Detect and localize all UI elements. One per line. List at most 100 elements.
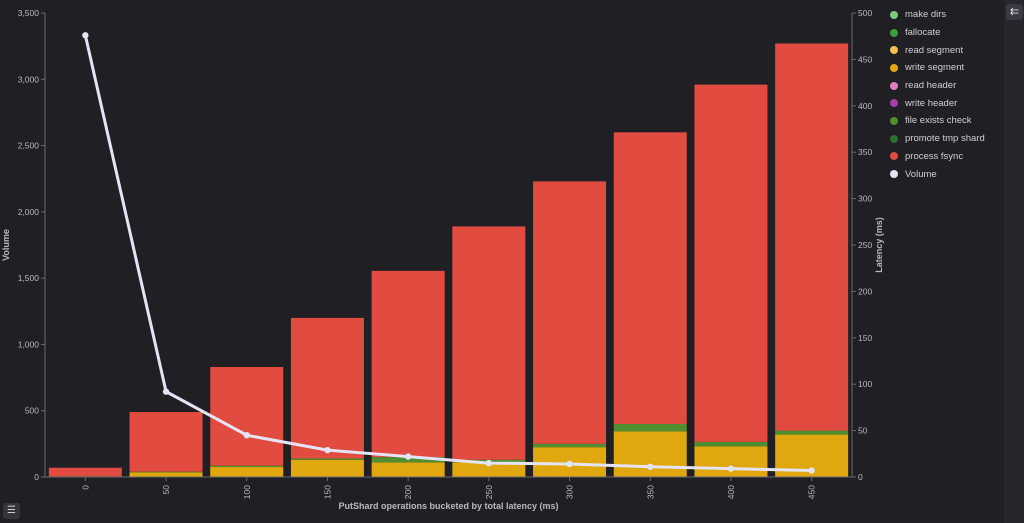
bar-segment [48,467,122,477]
bar-segment [129,471,203,473]
x-tick-label: 50 [161,485,171,495]
y2-tick-label: 150 [858,333,872,343]
legend-label: write segment [905,62,965,74]
legend-item[interactable]: make dirs [890,6,985,24]
x-tick-label: 400 [726,485,736,499]
volume-point [162,388,170,395]
legend-item[interactable]: read segment [890,41,985,59]
bar-segment [613,431,687,477]
y-tick-label: 0 [34,472,39,482]
list-icon[interactable]: ☰ [3,503,20,519]
legend-item[interactable]: fallocate [890,24,985,42]
y-tick-label: 3,500 [18,8,40,18]
volume-point [647,463,654,470]
y-axis-title: Volume [1,229,11,261]
x-tick-label: 250 [484,485,494,499]
y2-tick-label: 200 [858,286,872,296]
legend-swatch [890,46,898,55]
bar-segment [452,226,526,460]
y2-tick-label: 50 [858,426,868,436]
x-tick-label: 300 [565,485,575,499]
y2-axis-title: Latency (ms) [874,217,884,273]
bar-segment [613,423,687,432]
legend-item[interactable]: promote tmp shard [890,130,985,148]
legend-label: file exists check [905,115,972,127]
volume-point [82,32,89,39]
y2-tick-label: 100 [858,379,872,389]
bar-segment [613,132,687,424]
legend-swatch [890,63,898,72]
legend-label: promote tmp shard [905,133,985,145]
bar-segment [694,84,768,442]
legend: make dirs fallocate read segment write segm… [890,6,985,183]
y-tick-label: 500 [25,406,39,416]
y2-tick-label: 350 [858,147,872,157]
volume-point [485,459,493,467]
legend-label: process fsync [905,150,964,162]
y2-tick-label: 0 [858,472,863,482]
legend-label: make dirs [905,9,947,21]
y2-tick-label: 300 [858,194,872,204]
y-tick-label: 3,000 [18,74,40,84]
axes-layer: 05001,0001,5002,0002,5003,0003,500050100… [1,8,884,511]
bar-segment [210,467,284,477]
legend-swatch [890,10,898,19]
volume-point [808,467,815,474]
bar-segment [371,462,445,477]
legend-swatch [890,116,898,125]
legend-swatch [890,81,898,90]
volume-point [727,465,735,472]
volume-line [83,34,812,473]
y2-tick-label: 400 [858,101,872,111]
legend-swatch [890,152,898,161]
y-tick-label: 1,500 [18,273,40,283]
bars-layer [48,43,849,477]
bar-segment [775,430,849,435]
bar-segment [371,270,445,458]
volume-point [243,432,250,439]
bar-segment [533,181,607,444]
x-axis-title: PutShard operations bucketed by total la… [338,501,558,511]
bar-segment [290,317,364,459]
bar-segment [694,446,768,477]
x-tick-label: 200 [403,485,413,499]
x-tick-label: 450 [807,485,817,499]
bar-segment [775,43,849,431]
y-tick-label: 2,500 [18,141,40,151]
bar-segment [290,459,364,477]
legend-swatch [890,170,898,179]
x-tick-label: 150 [322,485,332,499]
bar-segment [129,472,203,477]
legend-swatch [890,99,898,108]
y2-tick-label: 450 [858,54,872,64]
bar-segment [452,462,526,477]
y-tick-label: 1,000 [18,339,40,349]
legend-item[interactable]: process fsync [890,148,985,166]
y2-tick-label: 500 [858,8,872,18]
legend-item[interactable]: read header [890,77,985,95]
legend-item[interactable]: file exists check [890,112,985,130]
legend-swatch [890,28,898,37]
volume-point [566,460,573,468]
y2-tick-label: 250 [858,240,872,250]
y-tick-label: 2,000 [18,207,40,217]
legend-label: fallocate [905,27,941,39]
volume-point [324,446,331,454]
bar-segment [129,412,203,472]
collapse-legend-icon[interactable]: ⇇ [1006,4,1023,20]
right-rail [1004,0,1024,523]
legend-label: Volume [905,168,937,180]
x-tick-label: 350 [645,485,655,499]
legend-item[interactable]: write segment [890,59,985,77]
legend-item[interactable]: Volume [890,165,985,183]
legend-label: read segment [905,44,964,56]
x-tick-label: 0 [80,485,90,490]
line-layer [82,32,815,474]
legend-label: read header [905,80,957,92]
volume-point [404,453,412,460]
bar-segment [210,366,284,466]
legend-swatch [890,134,898,143]
legend-item[interactable]: write header [890,94,985,112]
x-tick-label: 100 [242,485,252,499]
